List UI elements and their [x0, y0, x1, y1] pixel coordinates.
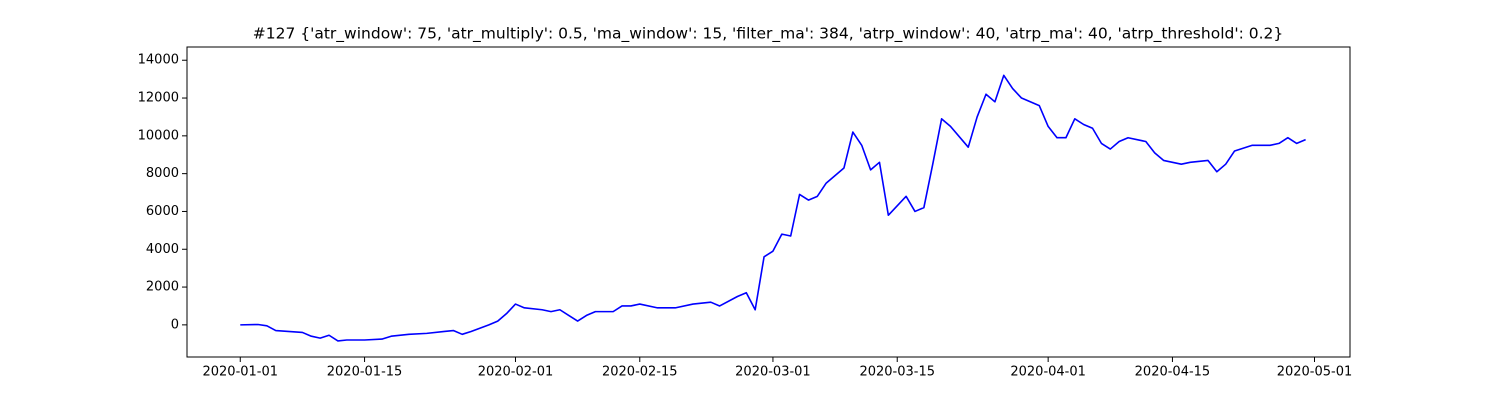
x-tick-label: 2020-04-01 [1010, 365, 1086, 380]
x-tick-label: 2020-05-01 [1277, 365, 1353, 380]
y-tick-label: 12000 [138, 91, 179, 106]
y-tick-label: 6000 [146, 204, 179, 219]
y-tick-label: 0 [171, 317, 179, 332]
x-tick-label: 2020-01-15 [327, 365, 403, 380]
x-tick-label: 2020-02-15 [602, 365, 678, 380]
y-tick-label: 14000 [138, 53, 179, 68]
x-tick-label: 2020-04-15 [1135, 365, 1211, 380]
x-tick-label: 2020-01-01 [202, 365, 278, 380]
x-tick-label: 2020-03-01 [735, 365, 811, 380]
x-tick-label: 2020-03-15 [859, 365, 935, 380]
y-tick-label: 4000 [146, 242, 179, 257]
plot-frame [186, 46, 1351, 358]
y-tick-label: 8000 [146, 166, 179, 181]
x-tick-label: 2020-02-01 [478, 365, 554, 380]
data-line [240, 74, 1306, 342]
chart-title: #127 {'atr_window': 75, 'atr_multiply': … [253, 25, 1284, 44]
y-tick-label: 10000 [138, 128, 179, 143]
y-tick-label: 2000 [146, 280, 179, 295]
